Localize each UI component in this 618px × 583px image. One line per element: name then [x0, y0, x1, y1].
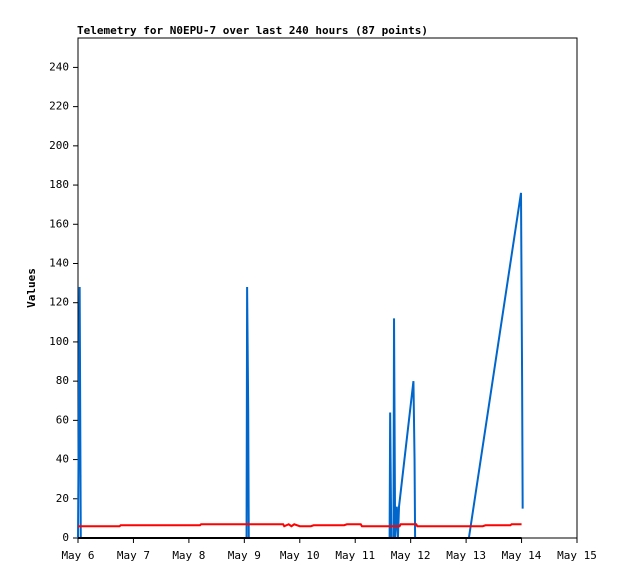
- line-series: [78, 523, 522, 528]
- x-tick-label: May 9: [228, 549, 261, 562]
- y-tick-label: 180: [49, 178, 69, 191]
- y-tick-label: 60: [56, 413, 69, 426]
- y-tick-label: 80: [56, 374, 69, 387]
- y-tick-label: 100: [49, 335, 69, 348]
- x-tick-label: May 6: [61, 549, 94, 562]
- chart-title: Telemetry for N0EPU-7 over last 240 hour…: [77, 24, 428, 37]
- y-tick-label: 0: [62, 531, 69, 544]
- y-axis-label: Values: [25, 268, 38, 308]
- y-tick-label: 240: [49, 60, 69, 73]
- y-tick-label: 220: [49, 100, 69, 113]
- x-tick-label: May 14: [502, 549, 542, 562]
- y-tick-label: 160: [49, 217, 69, 230]
- x-tick-label: May 8: [172, 549, 205, 562]
- x-tick-label: May 12: [391, 549, 431, 562]
- y-tick-label: 140: [49, 256, 69, 269]
- x-tick-label: May 15: [557, 549, 597, 562]
- y-tick-label: 120: [49, 296, 69, 309]
- x-tick-label: May 10: [280, 549, 320, 562]
- y-tick-label: 20: [56, 492, 69, 505]
- x-tick-label: May 13: [446, 549, 486, 562]
- y-tick-label: 200: [49, 139, 69, 152]
- x-tick-label: May 7: [117, 549, 150, 562]
- x-tick-label: May 11: [335, 549, 375, 562]
- y-tick-label: 40: [56, 453, 69, 466]
